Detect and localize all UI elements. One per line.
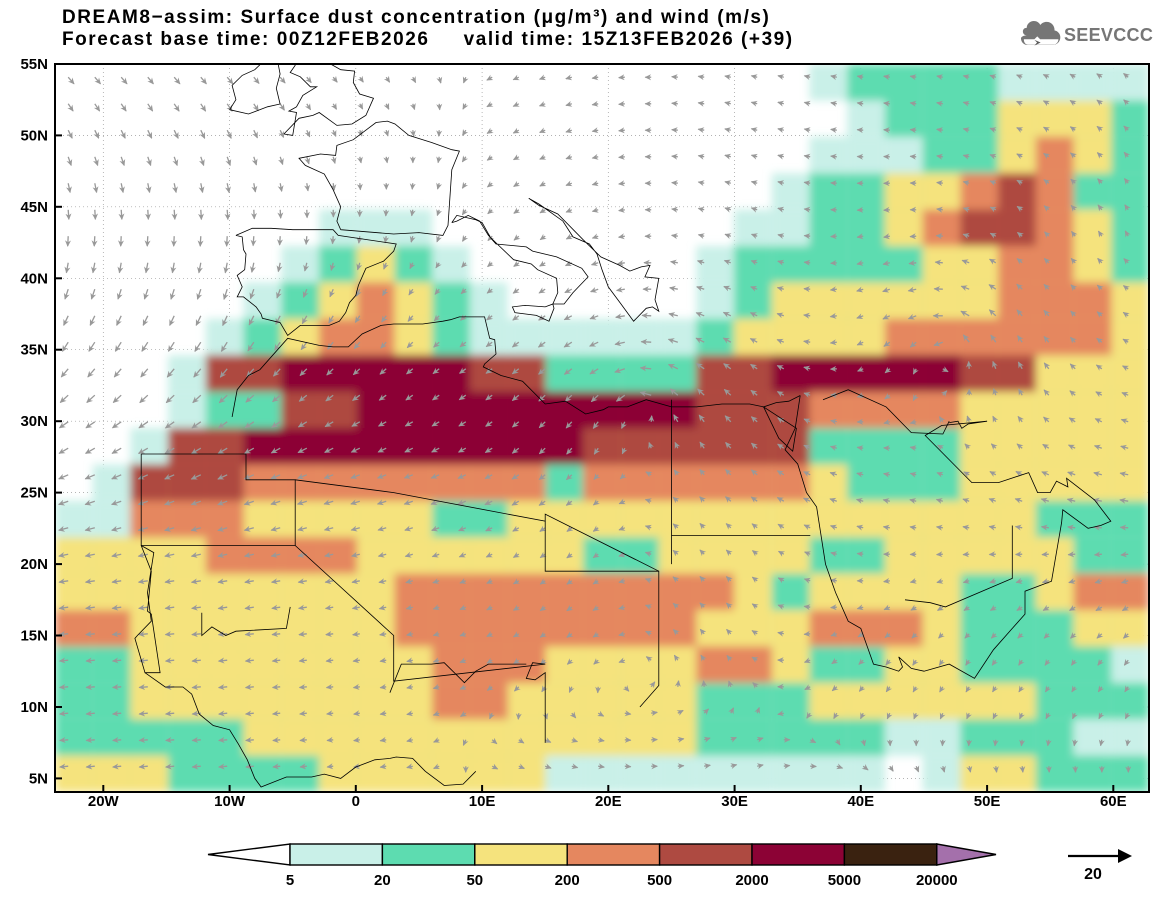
svg-text:20000: 20000 [916,872,958,889]
svg-text:10E: 10E [469,793,496,810]
svg-text:10N: 10N [20,699,48,716]
svg-text:60E: 60E [1100,793,1127,810]
svg-text:20: 20 [1084,866,1102,883]
svg-text:50: 50 [466,872,483,889]
svg-text:2000: 2000 [735,872,768,889]
svg-text:200: 200 [555,872,580,889]
svg-text:25N: 25N [20,485,48,502]
svg-text:10W: 10W [214,793,246,810]
svg-text:5: 5 [286,872,294,889]
svg-text:40N: 40N [20,270,48,287]
svg-text:15N: 15N [20,628,48,645]
svg-text:45N: 45N [20,199,48,216]
svg-text:40E: 40E [847,793,874,810]
svg-text:35N: 35N [20,342,48,359]
svg-text:20: 20 [374,872,391,889]
svg-text:5000: 5000 [828,872,861,889]
svg-text:50N: 50N [20,127,48,144]
svg-text:500: 500 [647,872,672,889]
svg-text:30E: 30E [721,793,748,810]
svg-text:5N: 5N [29,770,48,787]
svg-text:55N: 55N [20,56,48,73]
svg-text:30N: 30N [20,413,48,430]
svg-text:50E: 50E [974,793,1001,810]
svg-text:0: 0 [352,793,360,810]
svg-text:20W: 20W [88,793,120,810]
svg-text:20N: 20N [20,556,48,573]
svg-text:20E: 20E [595,793,622,810]
